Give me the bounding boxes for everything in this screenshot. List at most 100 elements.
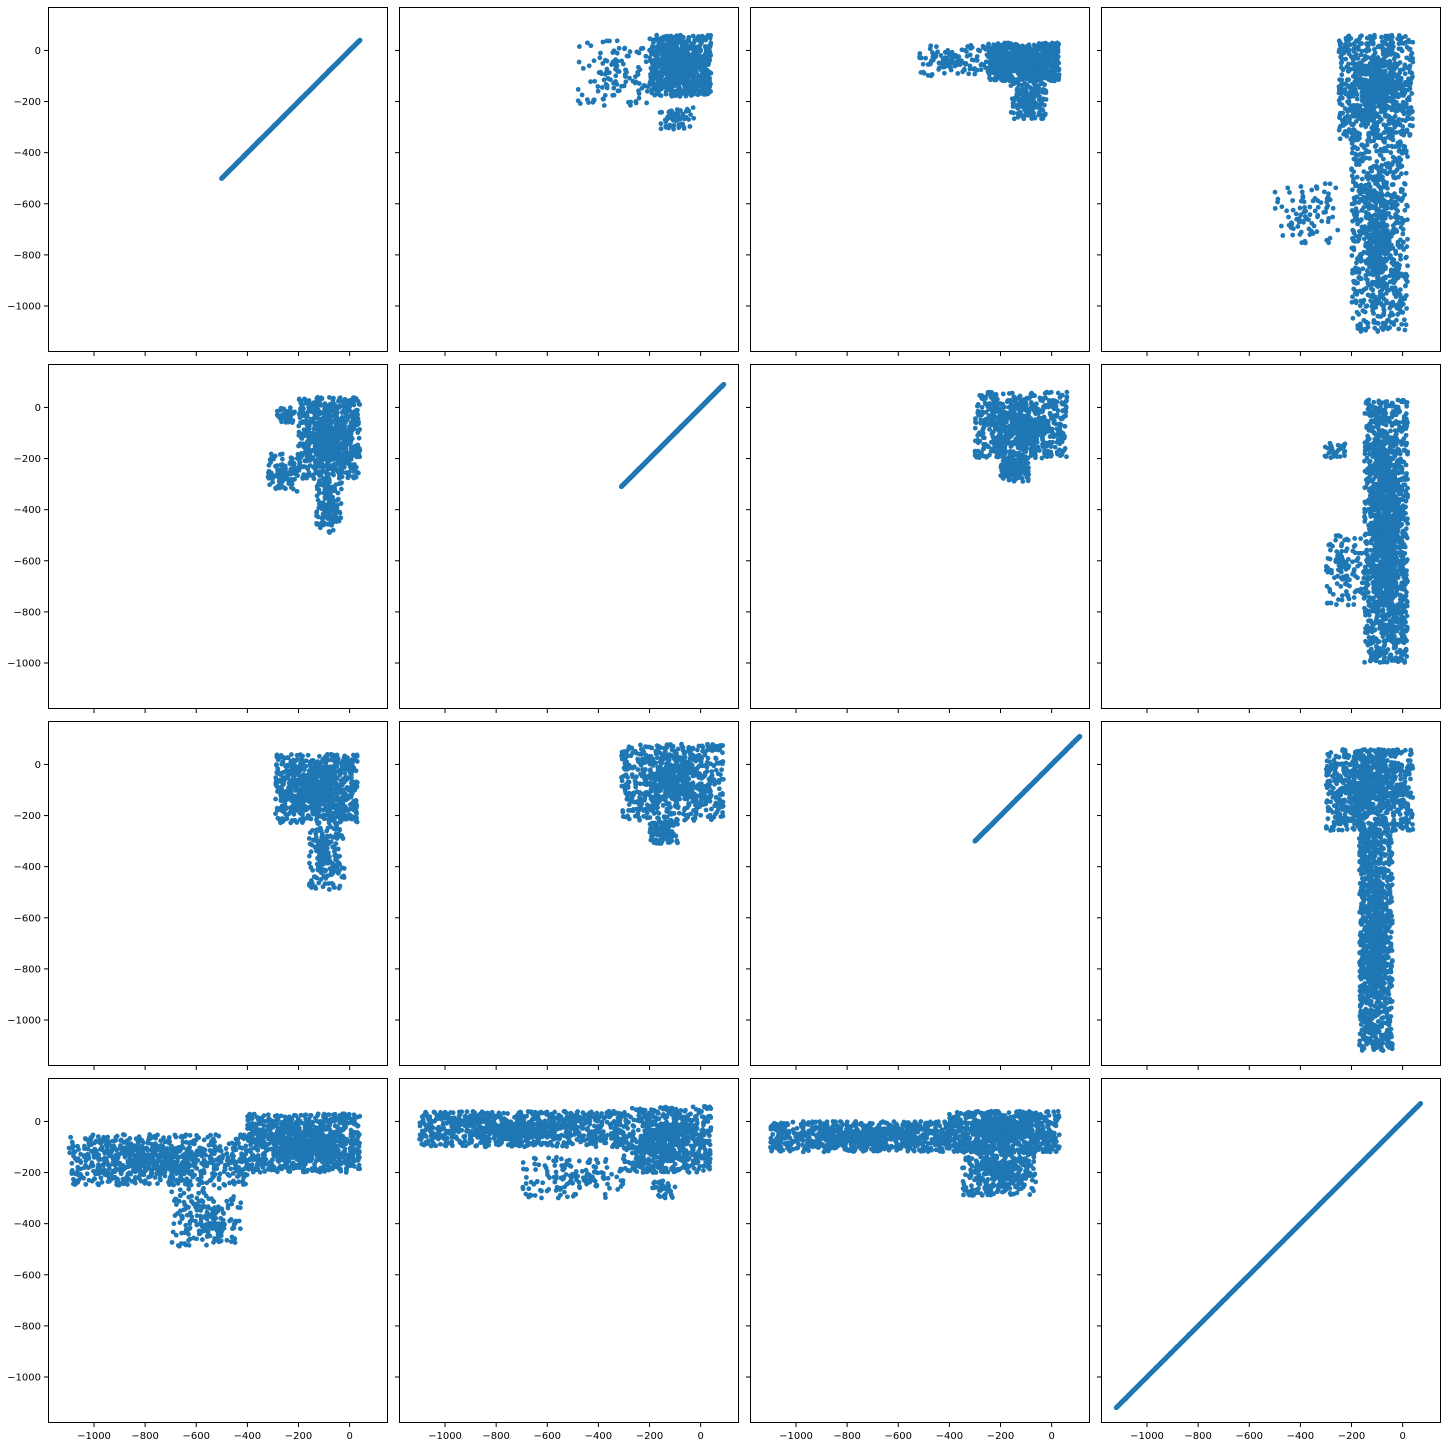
scatter-point [1372, 110, 1378, 115]
scatter-point [1030, 71, 1035, 77]
scatter-point [1378, 234, 1384, 240]
scatter-point [1003, 75, 1008, 81]
scatter-point [1360, 308, 1366, 314]
scatter-point [1402, 207, 1408, 213]
scatter-point [1360, 151, 1366, 157]
scatter-point [1375, 271, 1381, 277]
scatter-point [1354, 174, 1360, 180]
scatter-point [1356, 233, 1362, 239]
scatter-point [1272, 205, 1278, 211]
scatter-point [682, 84, 688, 90]
scatter-point [1373, 282, 1379, 288]
scatter-point [1018, 50, 1024, 55]
scatter-point [1390, 44, 1396, 49]
scatter-point [1028, 105, 1033, 111]
scatter-points [575, 32, 714, 132]
scatter-point [1031, 54, 1037, 59]
scatter-point-band [219, 37, 363, 181]
scatter-point [1279, 204, 1285, 210]
scatter-point [1380, 168, 1386, 174]
scatter-point [614, 38, 620, 44]
scatter-point [1371, 129, 1377, 135]
scatter-point [1350, 218, 1356, 224]
scatter-point [665, 87, 671, 93]
scatter-point [1371, 122, 1377, 128]
scatter-point [1297, 232, 1303, 237]
scatter-point [1353, 51, 1359, 57]
scatter-point [1356, 116, 1362, 121]
scatter-point [1353, 300, 1359, 306]
scatter-point [1383, 75, 1388, 81]
scatter-point [1382, 211, 1388, 216]
scatter-point [706, 80, 712, 86]
scatter-point [654, 60, 659, 66]
scatter-point [611, 85, 617, 91]
scatter-point [1384, 93, 1390, 99]
y-tick-label: 0 [35, 46, 41, 57]
scatter-point [1374, 148, 1380, 154]
scatter-point [1381, 303, 1386, 309]
scatter-point [1011, 65, 1017, 71]
scatter-point [917, 51, 923, 56]
scatter-point [1357, 106, 1363, 112]
scatter-point [1290, 207, 1296, 213]
scatter-point [1391, 280, 1397, 286]
scatter-point [1375, 44, 1381, 50]
scatter-point [1054, 75, 1060, 80]
scatter-point [678, 32, 683, 38]
scatter-point [1359, 33, 1364, 39]
scatter-point [1390, 81, 1396, 87]
scatter-point [1381, 296, 1387, 302]
scatter-point [1045, 74, 1051, 79]
scatter-point [978, 62, 984, 68]
scatter-point [1396, 76, 1402, 81]
scatter-point [1338, 60, 1344, 66]
scatter-point [980, 45, 986, 51]
scatter-point [1401, 272, 1407, 278]
scatter-point [651, 70, 657, 76]
scatter-point [1369, 80, 1374, 86]
scatter-point [704, 91, 710, 97]
scatter-point [934, 44, 939, 50]
scatter-point [1027, 78, 1033, 84]
scatter-point [1296, 219, 1302, 225]
scatter-point [1008, 83, 1014, 89]
scatter-point [705, 33, 711, 38]
scatter-point [1369, 232, 1375, 237]
scatter-point [1013, 53, 1018, 58]
scatter-point [995, 41, 1001, 47]
scatter-point [1378, 211, 1384, 217]
scatter-point [1300, 193, 1306, 199]
scatter-point [1409, 109, 1415, 115]
scatter-point [1307, 232, 1313, 237]
scatter-point [688, 79, 694, 85]
scatter-point [689, 65, 695, 71]
scatter-point [1366, 112, 1372, 117]
scatter-point [1397, 104, 1403, 110]
scatter-point [674, 107, 680, 112]
scatter-point [1394, 202, 1400, 207]
scatter-point [1372, 47, 1377, 52]
scatter-point [1359, 66, 1365, 72]
scatter-point [1352, 198, 1358, 204]
scatter-point [643, 53, 649, 59]
scatter-point [343, 470, 349, 476]
scatter-point [1363, 286, 1369, 291]
scatter-point [1349, 187, 1355, 193]
scatter-point [1386, 98, 1392, 104]
scatter-point [1359, 40, 1365, 46]
scatter-point [920, 69, 926, 75]
scatter-point [575, 98, 581, 104]
scatter-point [1375, 242, 1381, 248]
scatter-point [1019, 59, 1025, 64]
scatter-point [1042, 82, 1047, 88]
scatter-point [657, 110, 663, 115]
scatter-point [679, 44, 685, 50]
scatter-point [669, 50, 675, 55]
scatter-point [1025, 83, 1031, 89]
scatter-point [949, 49, 955, 55]
scatter-point [930, 50, 935, 56]
scatter-point [588, 79, 593, 85]
scatter-point [639, 85, 645, 91]
scatter-point [1031, 46, 1037, 52]
